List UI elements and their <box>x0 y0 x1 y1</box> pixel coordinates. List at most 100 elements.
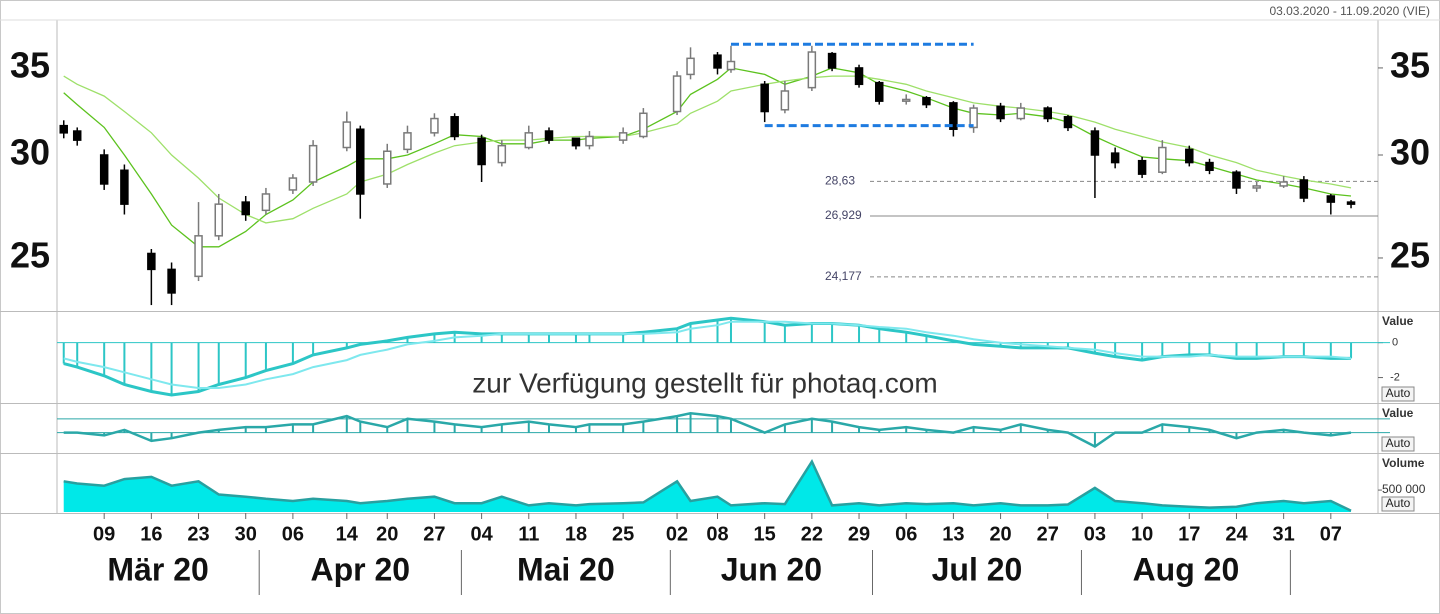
candle-body <box>901 98 911 102</box>
x-tick-label: 23 <box>187 523 209 545</box>
month-label: Aug 20 <box>1133 551 1240 587</box>
candle-body <box>807 51 817 89</box>
candle-body <box>618 132 628 141</box>
axis-label: Volume <box>1382 456 1425 470</box>
x-tick-label: 06 <box>282 523 304 545</box>
candle-body <box>1110 152 1120 164</box>
candle-body <box>1185 148 1194 164</box>
y-tick-label-right: 30 <box>1390 132 1430 173</box>
candle-body <box>875 81 884 102</box>
y-tick-label: 30 <box>10 132 50 173</box>
candle-body <box>639 112 648 138</box>
auto-button-label[interactable]: Auto <box>1386 386 1411 400</box>
axis-label: Value <box>1382 314 1414 328</box>
auto-button[interactable] <box>1381 436 1415 452</box>
candle-body <box>450 116 459 138</box>
candle-body <box>1279 181 1288 187</box>
x-tick-label: 17 <box>1178 523 1200 545</box>
moving-average <box>63 75 1352 224</box>
oscillator-line <box>63 412 1352 448</box>
x-tick-label: 02 <box>666 523 688 545</box>
month-label: Apr 20 <box>310 551 410 587</box>
candle-body <box>1063 116 1073 129</box>
candle-body <box>1016 107 1026 120</box>
candle-body <box>672 75 682 113</box>
x-tick-label: 10 <box>1131 523 1153 545</box>
x-tick-label: 30 <box>235 523 257 545</box>
macd-line <box>63 316 1351 397</box>
candle-body <box>686 57 695 76</box>
x-tick-label: 15 <box>754 523 776 545</box>
candle-body <box>1232 171 1241 189</box>
candle-body <box>1043 107 1052 120</box>
candle-body <box>194 235 203 278</box>
candle-body <box>780 90 790 111</box>
candle-body <box>524 132 534 149</box>
candle-body <box>167 268 176 294</box>
x-tick-label: 22 <box>801 523 823 545</box>
auto-button-label[interactable]: Auto <box>1386 436 1411 450</box>
candle-body <box>1158 146 1167 173</box>
candle-body <box>99 154 109 185</box>
x-tick-label: 04 <box>470 523 493 545</box>
x-tick-label: 27 <box>1037 523 1059 545</box>
volume-line <box>63 458 1352 512</box>
x-tick-label: 14 <box>336 523 359 545</box>
candle-body <box>1326 195 1336 203</box>
candle-body <box>544 130 554 141</box>
candle-body <box>969 107 978 129</box>
date-range: 03.03.2020 - 11.09.2020 (VIE) <box>1269 4 1430 18</box>
candle-body <box>147 252 156 271</box>
candle-body <box>854 67 864 86</box>
y-tick-label: 25 <box>10 234 50 275</box>
month-label: Mai 20 <box>517 551 615 587</box>
candle-body <box>827 52 837 69</box>
x-tick-label: 06 <box>895 523 917 545</box>
candle-body <box>477 137 486 166</box>
auto-button[interactable] <box>1381 386 1415 402</box>
y-tick-label: 0 <box>1392 337 1398 349</box>
candle-body <box>1205 161 1214 172</box>
candle-body <box>497 144 507 164</box>
candle-body <box>1090 130 1100 156</box>
axis-label: Value <box>1382 406 1414 420</box>
candle-body <box>59 124 68 134</box>
auto-button-label[interactable]: Auto <box>1386 496 1411 510</box>
moving-average <box>63 67 1352 248</box>
auto-button[interactable] <box>1381 496 1415 512</box>
y-tick-label-right: 25 <box>1390 234 1430 275</box>
candle-body <box>403 132 412 151</box>
y-tick-label: 35 <box>10 44 50 85</box>
candle-body <box>1346 201 1356 205</box>
y-tick-label: -2 <box>1390 371 1400 383</box>
candle-body <box>585 135 594 147</box>
volume-area <box>63 461 1352 512</box>
x-tick-label: 24 <box>1225 523 1248 545</box>
x-tick-label: 07 <box>1320 523 1342 545</box>
candle-body <box>308 144 318 183</box>
candle-body <box>949 102 958 130</box>
candle-body <box>72 130 82 141</box>
y-tick-label: 500 000 <box>1382 482 1426 496</box>
x-tick-label: 08 <box>706 523 728 545</box>
level-label: 26,929 <box>825 208 862 222</box>
candle-body <box>922 97 931 106</box>
level-label: 24,177 <box>825 269 862 283</box>
candle-body <box>430 117 439 134</box>
candle-body <box>383 150 392 185</box>
x-tick-label: 11 <box>518 523 539 545</box>
x-tick-label: 20 <box>376 523 398 545</box>
candle-body <box>1137 159 1147 175</box>
x-tick-label: 18 <box>565 523 587 545</box>
x-tick-label: 31 <box>1273 523 1295 545</box>
x-tick-label: 25 <box>612 523 634 545</box>
candle-body <box>760 83 769 113</box>
candle-body <box>1299 179 1309 199</box>
candle-body <box>342 121 352 149</box>
candle-body <box>214 203 224 237</box>
candle-body <box>120 169 129 205</box>
candle-body <box>261 193 271 212</box>
month-label: Jun 20 <box>721 551 822 587</box>
candle-body <box>713 54 722 69</box>
